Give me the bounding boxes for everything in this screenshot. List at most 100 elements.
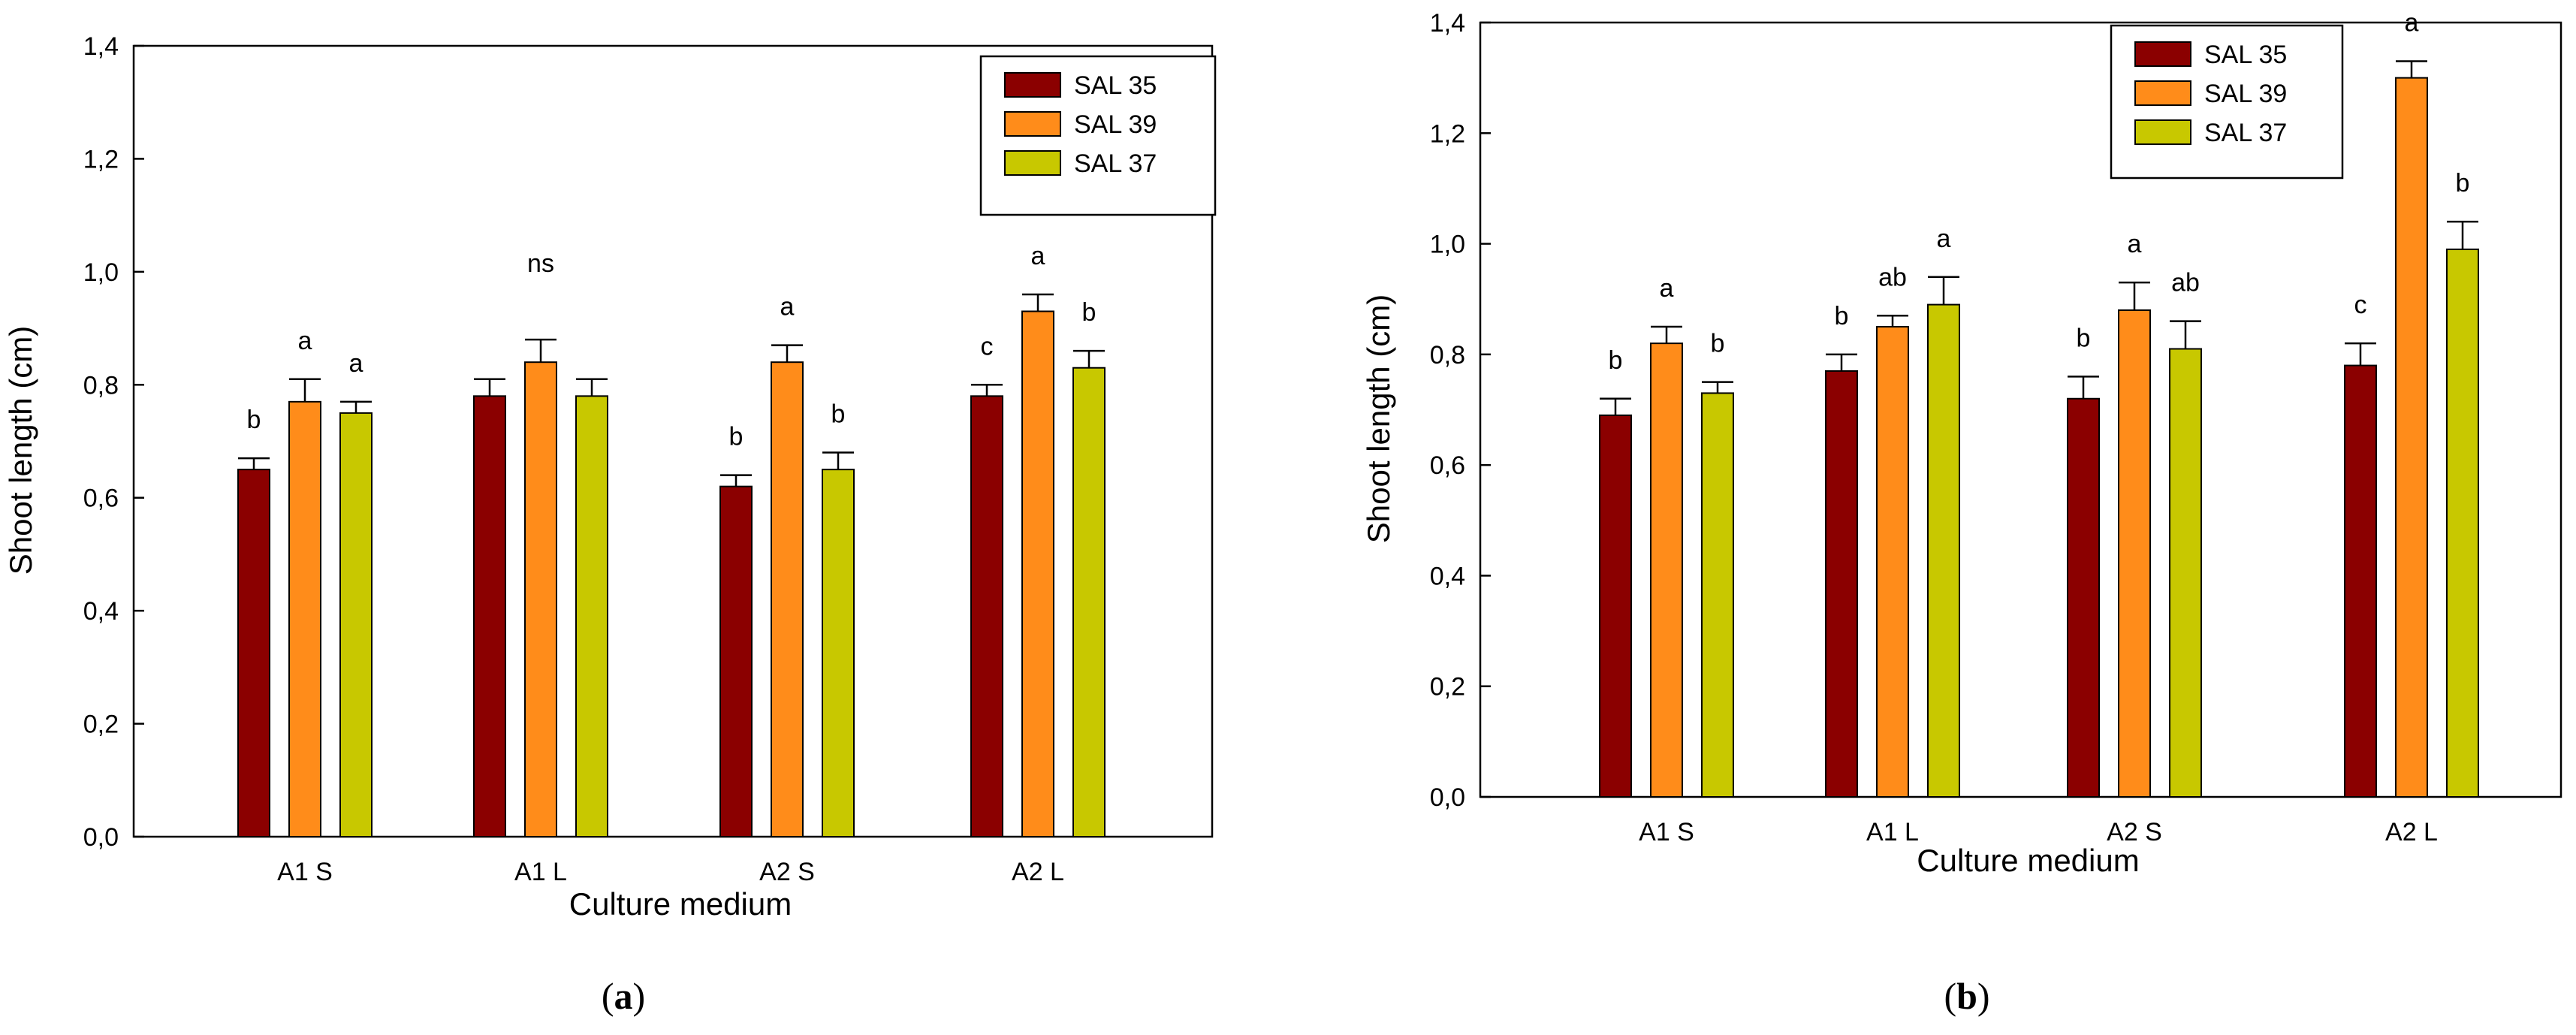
bar (1021, 310, 1054, 837)
x-tick-label: A1 L (1866, 818, 1919, 846)
significance-label: a (1660, 274, 1674, 303)
significance-label: b (729, 423, 744, 451)
bar (1072, 367, 1106, 837)
significance-label: b (1609, 346, 1623, 375)
x-tick-label: A1 S (1639, 818, 1694, 846)
legend-swatch (1004, 111, 1061, 137)
legend-label: SAL 37 (1074, 149, 1157, 178)
bar (771, 361, 804, 837)
legend-label: SAL 37 (2204, 119, 2287, 147)
significance-label: a (1031, 242, 1045, 270)
significance-label: b (1711, 330, 1725, 358)
bar (524, 361, 557, 837)
plot-frame (1479, 21, 2562, 798)
bar (2118, 309, 2151, 798)
panel-label-close-paren: ) (1977, 975, 1990, 1017)
panel-label-close-paren: ) (633, 975, 646, 1017)
panel-label-letter: a (614, 975, 633, 1017)
y-tick-label: 0,8 (1430, 341, 1465, 370)
legend-label: SAL 39 (2204, 80, 2287, 108)
y-tick-label: 1,2 (1430, 119, 1465, 148)
significance-label: a (780, 293, 795, 321)
y-tick-label: 1,2 (83, 145, 119, 174)
y-axis-title: Shoot length (cm) (1361, 294, 1396, 544)
significance-label: b (247, 406, 261, 434)
x-axis-title: Culture medium (569, 886, 792, 922)
x-tick-label: A2 S (2107, 818, 2162, 846)
y-tick-label: 0,2 (1430, 673, 1465, 702)
legend-swatch (2134, 119, 2191, 145)
bar (1599, 414, 1632, 798)
bar (1825, 370, 1858, 798)
chart-panel-a: 0,0 0,2 0,4 0,6 0,8 1,0 1,2 1,4 A1 S A1 L A2 S A2 L… (3, 32, 1217, 1017)
bar (970, 395, 1003, 837)
y-tick-label: 1,4 (83, 32, 119, 61)
significance-label: a (2128, 230, 2142, 258)
y-tick-label: 0,4 (1430, 562, 1465, 590)
bar (1650, 342, 1683, 798)
panel-label-open-paren: ( (1944, 975, 1956, 1017)
bar (822, 469, 855, 837)
legend-swatch (2134, 41, 2191, 67)
legend-swatch (2134, 80, 2191, 106)
legend-label: SAL 39 (1074, 110, 1157, 139)
y-axis-title: Shoot length (cm) (3, 326, 38, 575)
y-tick-label: 0,8 (83, 371, 119, 400)
legend-swatch (1004, 150, 1061, 176)
legend-label: SAL 35 (2204, 41, 2287, 69)
x-tick-label: A2 L (1012, 858, 1064, 886)
bar (1876, 326, 1909, 798)
significance-label: ab (1878, 263, 1907, 291)
bar (2169, 348, 2202, 798)
significance-label: a (2405, 9, 2419, 38)
legend-label: SAL 35 (1074, 71, 1157, 100)
significance-label: ab (2171, 269, 2200, 297)
y-tick-label: 0,2 (83, 711, 119, 739)
panel-label-open-paren: ( (602, 975, 614, 1017)
y-tick-label: 0,4 (83, 597, 119, 626)
plot-frame (132, 44, 1214, 838)
bar (1927, 303, 1960, 798)
bar (1701, 392, 1734, 798)
y-tick-label: 1,0 (83, 258, 119, 287)
x-tick-label: A2 L (2385, 818, 2438, 846)
significance-label: b (1082, 298, 1096, 327)
legend: SAL 35 SAL 39 SAL 37 (979, 55, 1217, 216)
x-axis-title: Culture medium (1917, 843, 2139, 878)
y-tick-label: 0,6 (1430, 451, 1465, 480)
bar (2395, 77, 2428, 798)
significance-label: a (298, 327, 312, 355)
bar (288, 400, 321, 837)
bar (2067, 397, 2100, 798)
panel-label-letter: b (1956, 975, 1977, 1017)
bar (237, 469, 270, 837)
x-tick-label: A1 S (277, 858, 333, 886)
group-label: ns (527, 249, 554, 278)
significance-label: b (1835, 302, 1849, 330)
y-tick-label: 1,0 (1430, 231, 1465, 259)
bar (2344, 364, 2377, 798)
bar (473, 395, 506, 837)
significance-label: a (1937, 225, 1951, 253)
significance-label: b (831, 400, 846, 429)
significance-label: c (2354, 291, 2367, 319)
y-tick-label: 0,0 (1430, 783, 1465, 812)
x-tick-label: A2 S (759, 858, 815, 886)
significance-label: b (2456, 169, 2470, 198)
panel-label: (b) (1944, 975, 1989, 1017)
significance-label: c (981, 332, 994, 361)
bar (575, 395, 608, 837)
significance-label: b (2077, 324, 2091, 352)
legend: SAL 35 SAL 39 SAL 37 (2110, 24, 2344, 180)
y-tick-label: 0,0 (83, 823, 119, 852)
y-tick-label: 1,4 (1430, 9, 1465, 38)
y-tick-label: 0,6 (83, 484, 119, 513)
x-tick-label: A1 L (514, 858, 567, 886)
bar (2446, 248, 2479, 798)
legend-swatch (1004, 72, 1061, 98)
significance-label: a (349, 349, 363, 378)
bar (719, 485, 753, 838)
chart-panel-b: 0,0 0,2 0,4 0,6 0,8 1,0 1,2 1,4 A1 S A1 L A2 S A2 L… (1361, 9, 2562, 1017)
bar (339, 412, 373, 837)
